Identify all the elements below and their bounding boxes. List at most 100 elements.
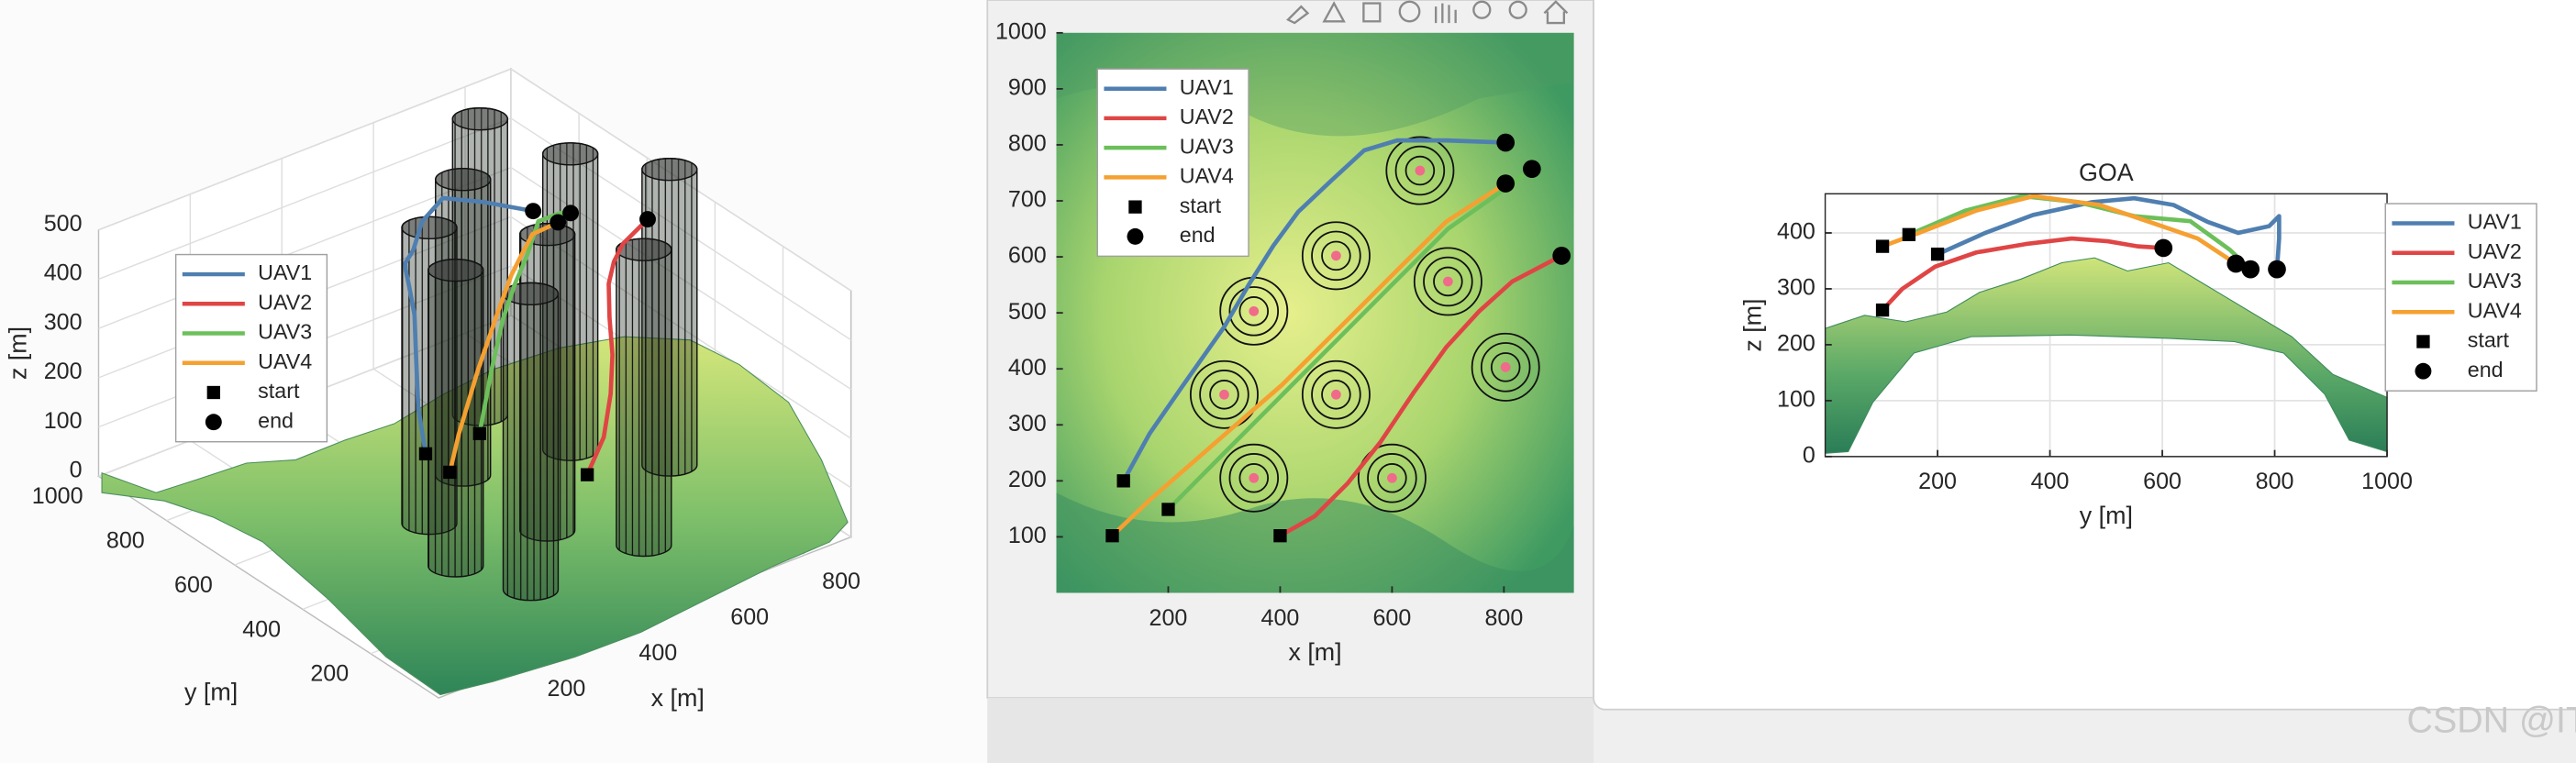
legend-box <box>174 253 328 443</box>
z-tick-label: 300 <box>44 309 83 335</box>
y-tick-label: 1000 <box>32 483 83 509</box>
cylinder-top <box>435 168 492 192</box>
tool-zoom-out[interactable] <box>1508 0 1527 19</box>
start-marker <box>418 447 433 461</box>
threat-ring <box>1413 247 1482 316</box>
y-tick-label: 100 <box>1008 523 1047 548</box>
end-marker <box>1496 174 1516 193</box>
threat-ring <box>1490 352 1521 382</box>
tool-clear[interactable] <box>1322 1 1346 23</box>
threat-ring <box>1301 221 1371 291</box>
tool-home[interactable] <box>1543 0 1569 25</box>
x-axis-label: x [m] <box>651 684 705 712</box>
threat <box>1189 359 1259 429</box>
cylinder-top <box>541 142 599 166</box>
cylinder-body <box>616 238 672 558</box>
start-marker <box>1105 529 1119 543</box>
cylinder-top <box>427 258 484 282</box>
cylinder-body <box>502 282 560 602</box>
y-tick-label: 200 <box>310 661 349 687</box>
y-tick-label: 100 <box>1777 387 1815 413</box>
y-tick-label: 300 <box>1777 275 1815 301</box>
tool-zoom-in[interactable] <box>1472 0 1492 19</box>
y-tick-label: 900 <box>1008 75 1047 101</box>
grid-line <box>98 117 512 281</box>
x-axis-label: y [m] <box>2080 502 2133 529</box>
threat-ring <box>1471 332 1540 402</box>
threat-ring <box>1311 370 1361 420</box>
end-marker <box>562 205 580 222</box>
end-marker <box>1496 133 1516 152</box>
watermark: CSDN @IT猿手 <box>2407 700 2576 740</box>
legend-label: end <box>1180 223 1216 247</box>
threat-ring <box>1228 453 1280 503</box>
y-tick-label: 700 <box>1008 187 1047 213</box>
end-marker <box>2154 238 2173 258</box>
threat-ring <box>1433 266 1463 297</box>
x-tick-label: 200 <box>1918 469 1957 494</box>
threat-center <box>1415 165 1426 176</box>
start-marker <box>1273 529 1287 543</box>
start-marker <box>1161 503 1175 516</box>
cylinder-top <box>616 238 672 261</box>
uav-path <box>403 195 534 455</box>
x-tick-label: 400 <box>1261 605 1300 631</box>
legend-label: UAV2 <box>1180 105 1234 128</box>
terrain-profile <box>1825 257 2388 454</box>
x-tick-label: 800 <box>822 569 861 594</box>
threat <box>1301 221 1371 291</box>
threat-ring <box>1321 380 1351 410</box>
legend-label: start <box>1180 194 1222 217</box>
start-marker <box>580 468 594 481</box>
tool-brush[interactable] <box>1286 5 1310 25</box>
z-tick-label: 100 <box>44 408 83 434</box>
y-axis-label: y [m] <box>184 679 238 706</box>
threat-ring <box>1394 145 1446 196</box>
threat-center <box>1331 250 1341 261</box>
threat-ring <box>1423 256 1473 307</box>
threat-center <box>1500 362 1511 372</box>
uav-path <box>1279 253 1563 538</box>
x-tick-label: 400 <box>638 640 677 666</box>
threat-ring <box>1199 370 1249 420</box>
x-tick-label: 200 <box>1149 605 1188 631</box>
y-tick-label: 200 <box>1777 331 1815 357</box>
legend: UAV1 UAV2 UAV3 UAV4 start end <box>2384 203 2537 392</box>
legend-label: UAV3 <box>1180 134 1234 158</box>
threat-ring <box>1311 230 1361 282</box>
y-tick-label: 400 <box>1777 219 1815 245</box>
legend-label: UAV4 <box>1180 164 1234 188</box>
threat-center <box>1387 472 1397 483</box>
x-tick-label: 600 <box>730 604 769 630</box>
threat-center <box>1249 472 1260 483</box>
desktop-strip <box>987 698 1594 763</box>
legend-symbol <box>206 385 220 400</box>
legend-label: UAV2 <box>2468 239 2522 263</box>
x-tick-label: 600 <box>2143 469 2182 494</box>
axes-top-view: 200 400 600 800 100 200 300 400 500 600 700 800 900 1… <box>995 18 1571 666</box>
legend-label: UAV2 <box>258 290 312 314</box>
y-tick-label: 600 <box>1008 243 1047 269</box>
tool-legend[interactable] <box>1362 2 1382 23</box>
threat-ring <box>1377 463 1407 493</box>
end-marker <box>639 211 656 228</box>
tool-rotate[interactable] <box>1398 0 1421 23</box>
legend-label: UAV3 <box>258 320 312 344</box>
legend-symbol <box>2416 335 2430 348</box>
threat-ring <box>1385 136 1455 205</box>
threat-cylinder <box>616 238 672 558</box>
z-tick-label: 400 <box>44 260 83 286</box>
end-marker <box>2268 260 2286 279</box>
grid-line <box>98 68 512 231</box>
threat <box>1301 359 1371 429</box>
threat <box>1471 332 1540 402</box>
tool-pan[interactable] <box>1435 3 1457 24</box>
y-tick-label: 800 <box>1008 131 1047 157</box>
threat-ring <box>1367 453 1417 503</box>
threat <box>1219 276 1289 346</box>
legend-box <box>2384 203 2537 392</box>
y-tick-label: 1000 <box>995 18 1047 44</box>
uav-path <box>1110 182 1507 537</box>
legend-label: UAV4 <box>2468 298 2522 322</box>
